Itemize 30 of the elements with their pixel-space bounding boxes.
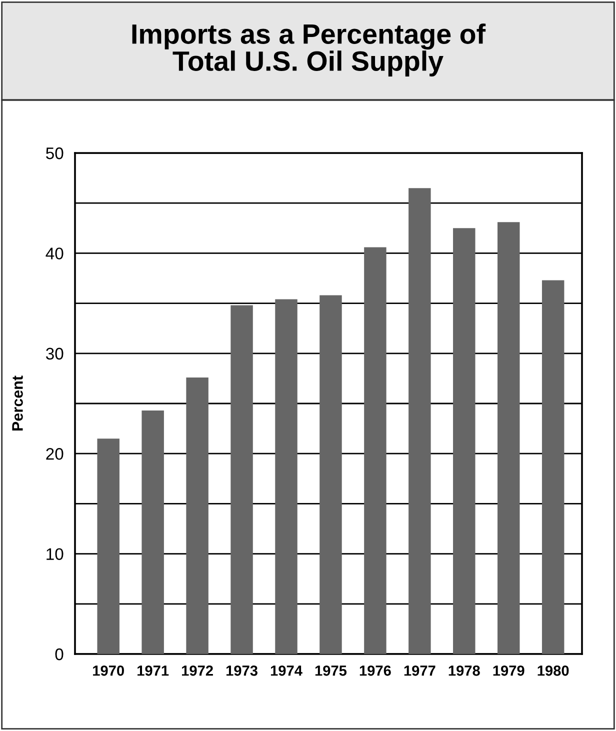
x-tick-label: 1976 — [360, 665, 391, 676]
x-tick-label: 1973 — [226, 665, 258, 676]
x-tick-label: 1978 — [448, 665, 480, 676]
bar — [186, 377, 208, 654]
chart-title: Imports as a Percentage of Total U.S. Oil Supply — [132, 24, 486, 76]
bar — [97, 438, 120, 654]
x-tick-label: 1977 — [404, 665, 436, 676]
x-tick-label: 1979 — [493, 665, 524, 676]
x-tick-label: 1972 — [182, 665, 213, 676]
bar — [230, 305, 253, 654]
bar — [453, 228, 476, 654]
bar — [498, 222, 520, 654]
x-tick-label: 1975 — [315, 665, 347, 676]
y-axis-title: Percent — [12, 376, 23, 430]
y-tick-label: 10 — [46, 548, 64, 560]
bar — [542, 280, 564, 654]
x-tick-label: 1974 — [270, 665, 302, 676]
x-tick-label: 1971 — [138, 665, 169, 676]
y-tick-label: 0 — [55, 648, 64, 660]
y-tick-label: 20 — [46, 448, 64, 460]
y-tick-label: 40 — [46, 248, 64, 260]
y-tick-label: 30 — [46, 348, 64, 360]
bar — [142, 410, 164, 654]
bar — [275, 299, 298, 654]
x-tick-label: 1980 — [538, 665, 569, 676]
bar — [320, 295, 342, 654]
y-tick-label: 50 — [46, 147, 64, 160]
bar — [364, 247, 386, 654]
x-tick-label: 1970 — [93, 665, 124, 676]
bar — [408, 188, 431, 654]
